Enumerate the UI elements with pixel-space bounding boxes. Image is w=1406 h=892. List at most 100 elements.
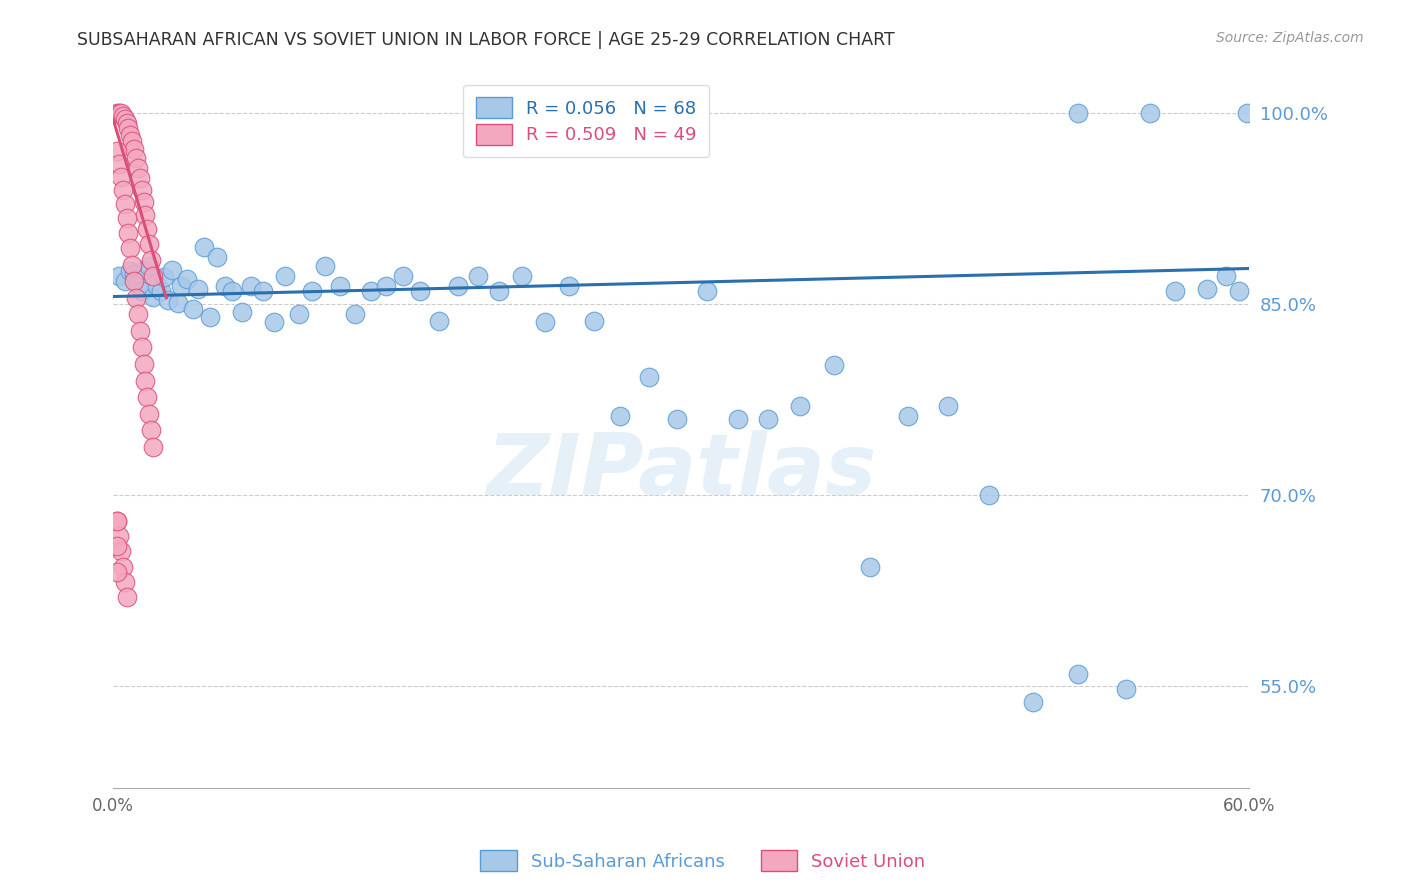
- Point: [176, 271, 198, 285]
- Point: [134, 262, 156, 277]
- Point: [121, 258, 143, 272]
- Point: [1215, 269, 1237, 284]
- Point: [360, 285, 382, 299]
- Point: [138, 237, 160, 252]
- Point: [897, 409, 920, 424]
- Point: [274, 269, 297, 284]
- Point: [727, 412, 749, 426]
- Point: [510, 269, 533, 284]
- Point: [582, 314, 605, 328]
- Point: [131, 341, 153, 355]
- Point: [166, 296, 188, 310]
- Point: [114, 112, 136, 127]
- Point: [447, 279, 470, 293]
- Point: [467, 269, 489, 284]
- Point: [409, 285, 432, 299]
- Point: [117, 121, 139, 136]
- Point: [115, 211, 138, 225]
- Point: [609, 409, 631, 424]
- Point: [1139, 106, 1161, 120]
- Point: [344, 307, 367, 321]
- Point: [1236, 106, 1258, 120]
- Point: [149, 285, 172, 299]
- Point: [115, 116, 138, 130]
- Point: [105, 106, 128, 120]
- Point: [128, 171, 150, 186]
- Point: [533, 315, 555, 329]
- Point: [136, 222, 159, 236]
- Point: [207, 250, 229, 264]
- Point: [108, 269, 131, 284]
- Point: [125, 291, 148, 305]
- Point: [121, 134, 143, 148]
- Point: [111, 559, 134, 574]
- Point: [114, 196, 136, 211]
- Point: [132, 195, 155, 210]
- Point: [153, 270, 176, 285]
- Point: [427, 314, 450, 328]
- Point: [1164, 285, 1187, 299]
- Point: [127, 277, 149, 291]
- Text: Source: ZipAtlas.com: Source: ZipAtlas.com: [1216, 31, 1364, 45]
- Point: [110, 106, 132, 120]
- Point: [110, 544, 132, 558]
- Point: [157, 293, 180, 308]
- Point: [136, 390, 159, 404]
- Point: [936, 399, 959, 413]
- Point: [134, 374, 156, 388]
- Point: [127, 307, 149, 321]
- Point: [696, 285, 718, 299]
- Point: [128, 324, 150, 338]
- Point: [221, 285, 243, 299]
- Point: [114, 274, 136, 288]
- Point: [105, 565, 128, 579]
- Point: [131, 182, 153, 196]
- Legend: R = 0.056   N = 68, R = 0.509   N = 49: R = 0.056 N = 68, R = 0.509 N = 49: [463, 85, 709, 157]
- Point: [132, 357, 155, 371]
- Point: [160, 262, 183, 277]
- Point: [122, 142, 145, 156]
- Point: [105, 514, 128, 528]
- Point: [231, 305, 253, 319]
- Point: [115, 590, 138, 604]
- Point: [108, 106, 131, 120]
- Point: [198, 310, 221, 324]
- Point: [111, 109, 134, 123]
- Legend: Sub-Saharan Africans, Soviet Union: Sub-Saharan Africans, Soviet Union: [474, 843, 932, 879]
- Point: [105, 539, 128, 553]
- Point: [139, 252, 162, 267]
- Point: [120, 241, 142, 255]
- Point: [263, 315, 285, 329]
- Point: [142, 269, 165, 284]
- Point: [117, 226, 139, 240]
- Point: [823, 359, 845, 373]
- Point: [138, 259, 160, 273]
- Point: [637, 369, 659, 384]
- Point: [139, 423, 162, 437]
- Point: [131, 285, 153, 299]
- Point: [1227, 285, 1250, 299]
- Point: [666, 412, 689, 426]
- Point: [108, 157, 131, 171]
- Point: [122, 274, 145, 288]
- Point: [756, 412, 779, 426]
- Point: [170, 279, 193, 293]
- Point: [187, 282, 209, 296]
- Point: [127, 161, 149, 175]
- Text: ZIPatlas: ZIPatlas: [486, 430, 876, 513]
- Point: [114, 574, 136, 589]
- Point: [789, 399, 811, 413]
- Point: [1115, 681, 1137, 696]
- Point: [193, 240, 215, 254]
- Point: [120, 264, 142, 278]
- Point: [142, 440, 165, 454]
- Text: SUBSAHARAN AFRICAN VS SOVIET UNION IN LABOR FORCE | AGE 25-29 CORRELATION CHART: SUBSAHARAN AFRICAN VS SOVIET UNION IN LA…: [77, 31, 896, 49]
- Point: [314, 259, 336, 273]
- Point: [1195, 282, 1218, 296]
- Point: [374, 279, 396, 293]
- Point: [105, 514, 128, 528]
- Point: [146, 279, 169, 293]
- Point: [105, 145, 128, 159]
- Point: [859, 559, 882, 574]
- Point: [558, 279, 581, 293]
